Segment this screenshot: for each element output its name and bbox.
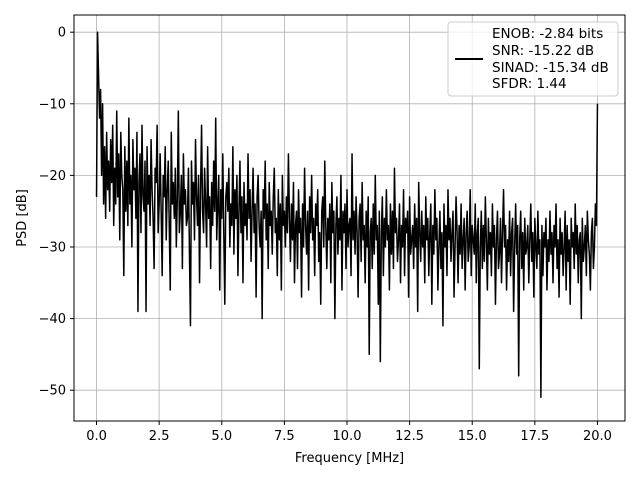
- x-ticks: 0.0 2.5 5.0 7.5 10.0 12.5 15.0 17.5 20.0: [86, 421, 612, 444]
- x-tick-label: 10.0: [333, 429, 362, 444]
- x-tick-label: 15.0: [458, 429, 487, 444]
- y-tick-label: 0: [58, 26, 66, 41]
- y-tick-label: −50: [39, 384, 66, 399]
- legend-line-sfdr: SFDR: 1.44: [492, 76, 567, 92]
- y-ticks: 0 −10 −20 −30 −40 −50: [39, 26, 74, 399]
- legend: ENOB: -2.84 bits SNR: -15.22 dB SINAD: -…: [447, 21, 619, 97]
- y-tick-label: −10: [39, 97, 66, 112]
- legend-line-enob: ENOB: -2.84 bits: [492, 26, 603, 42]
- x-axis-label: Frequency [MHz]: [295, 451, 404, 466]
- x-tick-label: 17.5: [520, 429, 549, 444]
- x-tick-label: 20.0: [583, 429, 612, 444]
- legend-box: [447, 21, 619, 97]
- psd-series-line: [95, 31, 599, 399]
- plot-area: [95, 31, 599, 399]
- x-tick-label: 0.0: [86, 429, 107, 444]
- y-tick-label: −30: [39, 241, 66, 256]
- axes-frame: [73, 14, 626, 422]
- x-tick-label: 12.5: [395, 429, 424, 444]
- y-tick-label: −40: [39, 312, 66, 327]
- x-tick-label: 5.0: [211, 429, 232, 444]
- y-axis-label: PSD [dB]: [15, 189, 30, 247]
- y-tick-label: −20: [39, 169, 66, 184]
- x-tick-label: 7.5: [274, 429, 295, 444]
- legend-line-sinad: SINAD: -15.34 dB: [492, 60, 609, 76]
- legend-line-snr: SNR: -15.22 dB: [492, 43, 594, 59]
- x-tick-label: 2.5: [149, 429, 170, 444]
